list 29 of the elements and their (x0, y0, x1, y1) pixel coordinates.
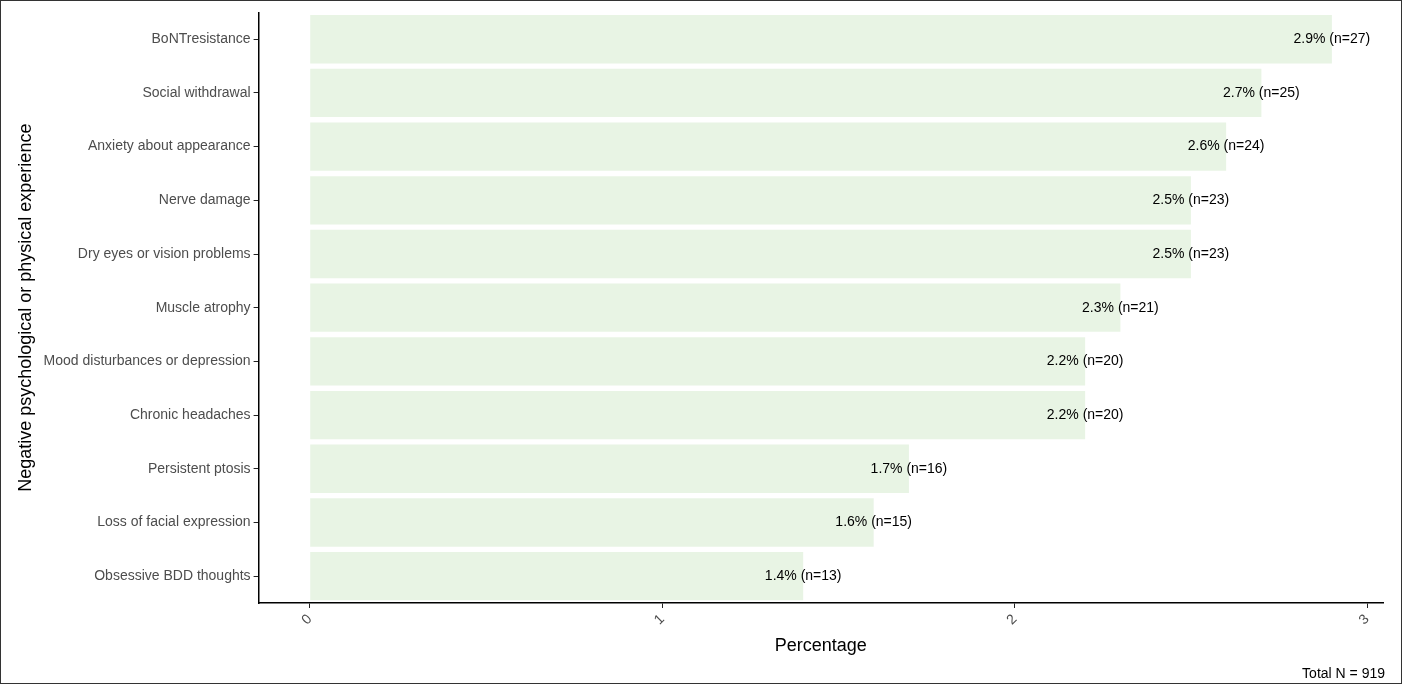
data-label: 2.9% (n=27) (1293, 30, 1371, 47)
y-tick-label: Obsessive BDD thoughts (94, 567, 251, 584)
x-axis-title: Percentage (774, 635, 867, 656)
y-tick-label: Loss of facial expression (97, 513, 251, 530)
data-label: 2.6% (n=24) (1187, 137, 1265, 154)
y-tick-label: BoNTresistance (151, 30, 251, 47)
x-tick-label: 0 (297, 610, 315, 628)
x-tick-label: 2 (1002, 610, 1020, 628)
y-tick-label: Persistent ptosis (147, 459, 251, 476)
y-tick-label: Anxiety about appearance (87, 137, 251, 154)
data-label: 2.5% (n=23) (1152, 191, 1230, 208)
y-axis-title: Negative psychological or physical experience (14, 123, 35, 492)
data-label: 2.7% (n=25) (1223, 83, 1300, 100)
data-label: 2.2% (n=20) (1046, 405, 1124, 422)
data-label: 1.4% (n=13) (764, 567, 842, 584)
y-tick-label: Mood disturbances or depression (43, 352, 251, 369)
data-label: 2.5% (n=23) (1152, 244, 1230, 261)
x-tick-label: 1 (650, 610, 668, 628)
y-tick-label: Muscle atrophy (155, 298, 251, 315)
x-tick-label: 3 (1355, 610, 1373, 628)
y-tick-label: Nerve damage (158, 191, 251, 208)
y-tick-label: Chronic headaches (129, 405, 251, 422)
data-label: 2.2% (n=20) (1046, 352, 1124, 369)
text: Total N = 919 (1302, 665, 1385, 681)
y-tick-label: Social withdrawal (142, 83, 251, 100)
y-tick-label: Dry eyes or vision problems (77, 244, 251, 261)
data-label: 1.6% (n=15) (835, 513, 913, 530)
data-label: 2.3% (n=21) (1082, 298, 1159, 315)
data-label: 1.7% (n=16) (870, 459, 948, 476)
